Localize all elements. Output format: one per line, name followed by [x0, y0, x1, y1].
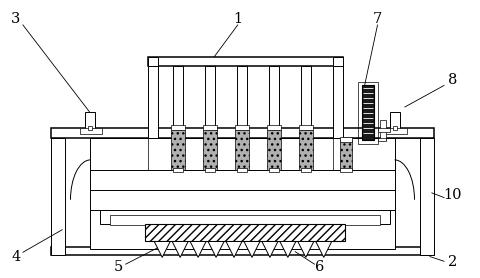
Bar — [237, 168, 247, 172]
Bar — [145, 224, 345, 242]
Polygon shape — [316, 242, 332, 257]
Bar — [203, 130, 217, 170]
Text: 4: 4 — [11, 250, 20, 264]
Bar — [269, 66, 279, 128]
Bar — [340, 137, 352, 142]
Text: 1: 1 — [233, 12, 242, 26]
Bar — [361, 85, 373, 140]
Bar — [203, 125, 217, 130]
Bar — [235, 125, 249, 130]
Bar — [50, 247, 434, 255]
Bar — [267, 125, 281, 130]
Bar — [171, 130, 185, 170]
Bar — [205, 168, 215, 172]
Polygon shape — [190, 242, 206, 257]
Bar — [380, 120, 385, 140]
Text: 5: 5 — [114, 260, 123, 274]
Bar — [301, 168, 311, 172]
Bar — [393, 126, 396, 130]
Text: 6: 6 — [315, 260, 324, 274]
Bar — [235, 130, 249, 170]
Polygon shape — [154, 242, 170, 257]
Bar — [88, 126, 93, 130]
Bar — [237, 66, 247, 128]
Polygon shape — [262, 242, 278, 257]
Text: 2: 2 — [448, 255, 457, 269]
Bar — [148, 66, 158, 138]
Bar — [110, 215, 380, 225]
Bar — [299, 125, 313, 130]
Text: 8: 8 — [448, 73, 457, 87]
Bar — [173, 66, 183, 128]
Bar — [100, 210, 390, 224]
Bar — [81, 128, 102, 134]
Bar — [420, 138, 434, 255]
Text: 7: 7 — [373, 12, 382, 26]
Bar — [378, 138, 385, 141]
Bar — [205, 66, 215, 128]
Bar — [358, 82, 378, 144]
Bar — [333, 58, 343, 66]
Bar — [384, 128, 407, 134]
Text: 3: 3 — [11, 12, 20, 26]
Bar — [148, 58, 343, 66]
Bar — [269, 168, 279, 172]
Polygon shape — [226, 242, 242, 257]
Bar — [173, 168, 183, 172]
Bar — [267, 130, 281, 170]
Polygon shape — [280, 242, 296, 257]
Bar — [301, 66, 311, 128]
Polygon shape — [208, 242, 224, 257]
Bar — [171, 125, 185, 130]
Polygon shape — [172, 242, 188, 257]
Text: 10: 10 — [443, 188, 462, 202]
Bar — [333, 66, 343, 138]
Bar — [85, 112, 96, 130]
Bar — [390, 112, 399, 130]
Polygon shape — [298, 242, 314, 257]
Bar — [340, 140, 352, 170]
Bar — [50, 128, 434, 138]
Bar — [340, 168, 352, 172]
Bar — [90, 138, 395, 249]
Polygon shape — [244, 242, 260, 257]
Bar — [378, 128, 390, 132]
Bar — [50, 138, 64, 255]
Bar — [299, 130, 313, 170]
Bar — [148, 58, 158, 66]
